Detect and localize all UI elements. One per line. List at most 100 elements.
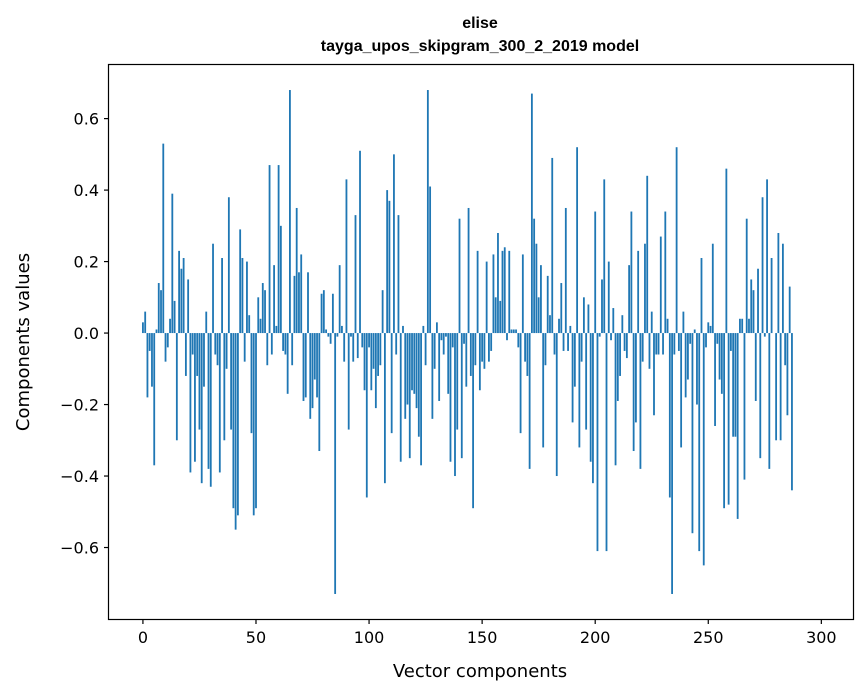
x-tick-label: 250 xyxy=(693,628,724,647)
bar-61 xyxy=(279,225,282,334)
bar-167 xyxy=(519,333,522,434)
bar-68 xyxy=(295,207,298,334)
bar-105 xyxy=(379,333,382,366)
bar-140 xyxy=(458,218,461,334)
x-axis-ticks: 0 50 100 150 200 250 300 xyxy=(138,619,837,647)
bar-13 xyxy=(171,193,174,334)
bar-59 xyxy=(275,325,278,334)
bar-21 xyxy=(189,333,192,473)
bar-281 xyxy=(777,232,780,334)
bar-110 xyxy=(390,333,393,434)
bar-209 xyxy=(614,333,617,466)
bar-66 xyxy=(291,333,294,366)
bar-270 xyxy=(752,290,755,334)
bar-161 xyxy=(506,333,508,341)
y-tick-label: −0.2 xyxy=(60,396,99,415)
bar-217 xyxy=(632,333,635,452)
bar-198 xyxy=(589,333,592,462)
bar-200 xyxy=(594,211,597,334)
bar-148 xyxy=(476,250,479,334)
bar-154 xyxy=(490,333,493,351)
bar-166 xyxy=(517,333,520,348)
bar-53 xyxy=(261,283,264,334)
bar-8 xyxy=(160,290,162,334)
bar-201 xyxy=(596,333,599,552)
bar-109 xyxy=(388,200,391,334)
bar-2 xyxy=(146,333,149,398)
bar-94 xyxy=(354,215,357,334)
x-tick-label: 100 xyxy=(354,628,385,647)
bar-150 xyxy=(481,333,484,362)
bar-24 xyxy=(196,333,199,376)
bar-274 xyxy=(761,197,764,334)
bar-74 xyxy=(309,333,312,419)
bar-107 xyxy=(383,333,386,484)
bar-241 xyxy=(687,333,689,380)
bar-178 xyxy=(544,333,547,366)
bar-17 xyxy=(180,268,183,334)
bar-4 xyxy=(151,333,153,387)
bar-1 xyxy=(144,311,147,334)
bar-11 xyxy=(166,333,169,348)
bar-272 xyxy=(757,268,759,334)
bar-141 xyxy=(460,333,463,459)
bar-169 xyxy=(524,333,526,362)
bar-102 xyxy=(372,333,375,369)
bar-183 xyxy=(555,333,558,477)
bar-211 xyxy=(619,333,621,376)
bar-90 xyxy=(345,179,348,334)
bar-210 xyxy=(616,333,619,401)
bar-67 xyxy=(293,275,296,334)
bar-287 xyxy=(791,333,793,491)
bar-212 xyxy=(621,315,624,334)
x-tick-label: 50 xyxy=(246,628,266,647)
bar-245 xyxy=(696,333,698,405)
bar-48 xyxy=(250,333,253,434)
x-tick-label: 200 xyxy=(580,628,611,647)
bar-238 xyxy=(680,333,683,448)
bar-253 xyxy=(714,333,716,426)
bar-52 xyxy=(259,318,262,334)
bar-38 xyxy=(227,197,230,334)
bar-219 xyxy=(637,250,640,334)
bar-58 xyxy=(273,265,275,334)
bar-33 xyxy=(216,333,219,366)
bar-265 xyxy=(741,318,744,334)
bar-137 xyxy=(451,333,454,348)
bar-134 xyxy=(445,333,447,337)
chart-title: elise xyxy=(462,15,498,32)
bar-214 xyxy=(625,333,628,359)
bar-146 xyxy=(472,333,474,509)
bar-242 xyxy=(689,333,692,344)
bar-144 xyxy=(467,207,470,334)
bar-286 xyxy=(788,286,791,334)
bar-117 xyxy=(406,333,409,405)
bar-156 xyxy=(494,297,497,334)
bar-282 xyxy=(779,333,782,441)
bar-87 xyxy=(338,265,341,334)
bar-155 xyxy=(492,254,495,334)
bar-85 xyxy=(334,333,337,594)
bar-65 xyxy=(289,90,291,334)
bar-249 xyxy=(705,333,707,348)
bar-128 xyxy=(431,333,434,419)
bar-9 xyxy=(162,143,165,334)
plot-frame xyxy=(107,63,855,621)
bar-133 xyxy=(442,333,445,355)
bar-243 xyxy=(691,333,694,534)
bar-106 xyxy=(381,290,384,334)
bar-255 xyxy=(718,333,721,380)
bar-193 xyxy=(578,333,581,448)
bar-195 xyxy=(582,297,585,334)
bar-252 xyxy=(711,243,714,334)
bar-277 xyxy=(768,333,771,469)
y-tick-label: −0.4 xyxy=(60,467,99,486)
bar-125 xyxy=(424,333,427,366)
bar-62 xyxy=(282,333,285,351)
bar-43 xyxy=(239,229,242,334)
bar-251 xyxy=(709,325,712,334)
bar-240 xyxy=(684,333,687,398)
bar-182 xyxy=(553,333,556,355)
bar-204 xyxy=(603,179,606,334)
bar-244 xyxy=(693,329,696,334)
